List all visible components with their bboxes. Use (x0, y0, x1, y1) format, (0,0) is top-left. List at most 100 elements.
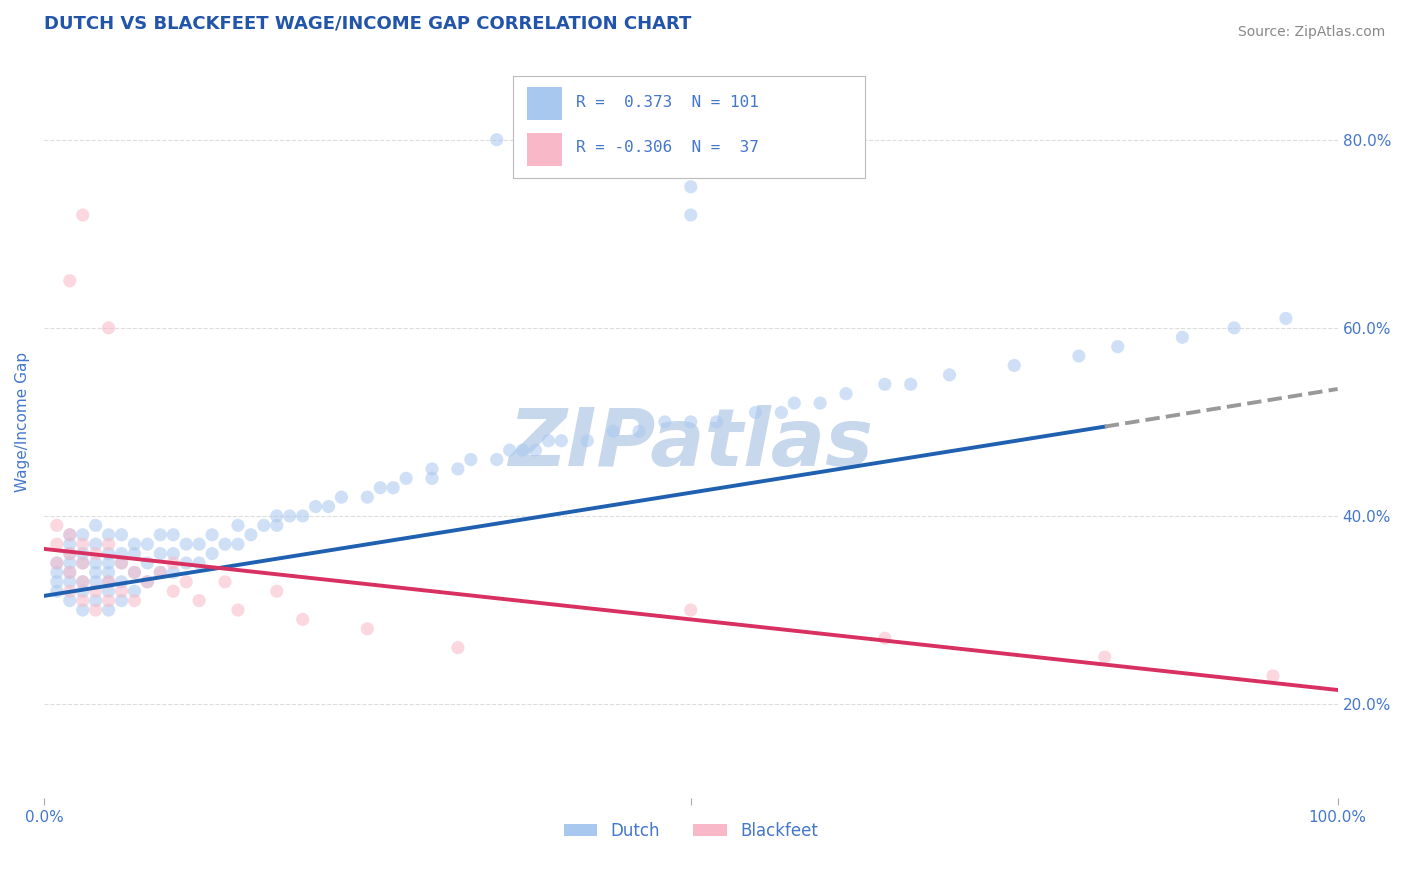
Point (512, 443, 534, 458)
Point (162, 556, 184, 570)
Point (97, 584, 120, 599)
Point (59, 528, 82, 542)
Point (201, 528, 224, 542)
Point (124, 537, 146, 551)
Point (149, 547, 172, 561)
Point (226, 518, 249, 533)
Point (136, 537, 159, 551)
Point (395, 471, 418, 485)
Point (835, 386, 858, 401)
Point (97, 593, 120, 607)
Point (84, 566, 107, 580)
Point (84, 537, 107, 551)
Text: Source: ZipAtlas.com: Source: ZipAtlas.com (1237, 25, 1385, 39)
Legend: Dutch, Blackfeet: Dutch, Blackfeet (557, 815, 824, 847)
Point (110, 556, 132, 570)
Point (149, 528, 172, 542)
Point (59, 584, 82, 599)
Point (72, 574, 94, 589)
Point (188, 593, 211, 607)
Point (97, 547, 120, 561)
Point (938, 368, 960, 382)
Point (873, 377, 896, 392)
Point (627, 425, 650, 439)
Point (1094, 650, 1116, 665)
Point (84, 603, 107, 617)
Point (447, 640, 470, 655)
Point (318, 500, 340, 514)
Point (162, 584, 184, 599)
Y-axis label: Wage/Income Gap: Wage/Income Gap (15, 351, 30, 492)
Point (1067, 349, 1090, 363)
Point (149, 566, 172, 580)
Point (783, 396, 806, 410)
Point (679, 603, 702, 617)
Point (84, 584, 107, 599)
Point (45, 537, 67, 551)
Point (72, 556, 94, 570)
Point (72, 537, 94, 551)
Point (873, 632, 896, 646)
Point (679, 179, 702, 194)
Point (356, 490, 378, 504)
Text: R = -0.306  N =  37: R = -0.306 N = 37 (576, 140, 759, 155)
Point (485, 452, 508, 467)
Point (97, 574, 120, 589)
Point (72, 574, 94, 589)
Text: ZIPatlas: ZIPatlas (508, 406, 873, 483)
Point (368, 481, 391, 495)
Point (214, 537, 236, 551)
Point (485, 133, 508, 147)
Point (253, 518, 276, 533)
Point (1261, 669, 1284, 683)
Point (162, 528, 184, 542)
Point (460, 452, 482, 467)
Point (45, 566, 67, 580)
Point (162, 547, 184, 561)
Point (149, 566, 172, 580)
Point (59, 593, 82, 607)
Point (97, 528, 120, 542)
Point (59, 547, 82, 561)
Point (382, 481, 405, 495)
Point (214, 574, 236, 589)
Point (97, 321, 120, 335)
Point (770, 405, 793, 419)
Point (226, 537, 249, 551)
Point (1107, 340, 1129, 354)
Point (97, 556, 120, 570)
Point (45, 556, 67, 570)
Point (110, 547, 132, 561)
Point (420, 462, 443, 476)
Point (679, 208, 702, 222)
Point (576, 434, 599, 448)
Point (97, 537, 120, 551)
Point (239, 528, 262, 542)
Point (136, 556, 159, 570)
Point (654, 415, 676, 429)
Point (59, 566, 82, 580)
Point (84, 574, 107, 589)
Point (201, 547, 224, 561)
Point (124, 566, 146, 580)
Point (45, 584, 67, 599)
Point (110, 593, 132, 607)
Point (124, 584, 146, 599)
Point (110, 584, 132, 599)
Point (59, 574, 82, 589)
Point (124, 547, 146, 561)
Point (45, 574, 67, 589)
Point (550, 434, 572, 448)
Point (266, 584, 288, 599)
Point (1275, 311, 1298, 326)
Point (124, 566, 146, 580)
Point (84, 547, 107, 561)
Bar (527, 87, 562, 120)
Point (59, 547, 82, 561)
Point (447, 462, 470, 476)
Point (59, 556, 82, 570)
Point (602, 425, 624, 439)
Point (97, 566, 120, 580)
Point (72, 603, 94, 617)
Point (72, 593, 94, 607)
